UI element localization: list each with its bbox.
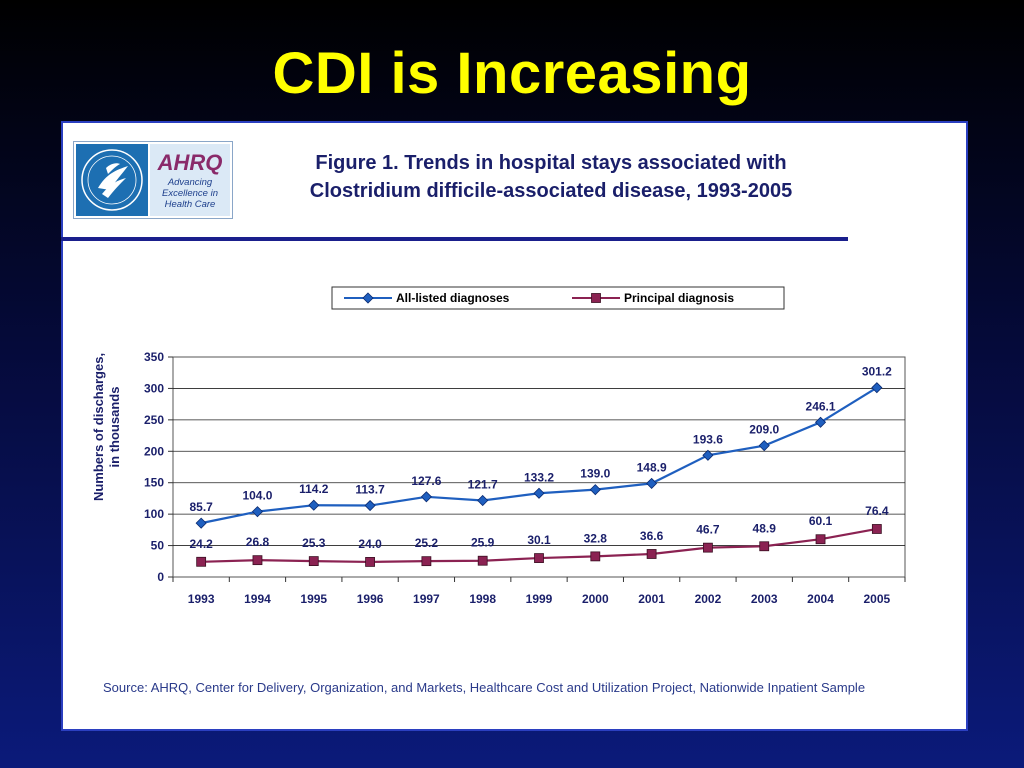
x-tick-label: 1997 <box>413 592 440 606</box>
ahrq-logo: AHRQ Advancing Excellence in Health Care <box>73 141 233 219</box>
data-label: 48.9 <box>753 521 777 535</box>
x-tick-label: 1996 <box>357 592 384 606</box>
data-point <box>702 449 714 461</box>
x-tick-label: 1999 <box>526 592 553 606</box>
data-label: 25.2 <box>415 536 439 550</box>
data-point <box>534 553 544 563</box>
figure-title-line1: Figure 1. Trends in hospital stays assoc… <box>315 152 787 174</box>
figure-panel: AHRQ Advancing Excellence in Health Care… <box>61 121 968 731</box>
data-label: 25.9 <box>471 536 495 550</box>
data-label: 60.1 <box>809 514 833 528</box>
y-axis-label: Numbers of discharges, <box>91 353 106 501</box>
data-label: 114.2 <box>299 482 329 496</box>
data-label: 76.4 <box>865 504 889 518</box>
source-note: Source: AHRQ, Center for Delivery, Organ… <box>103 680 866 695</box>
data-point <box>759 541 770 552</box>
data-point <box>308 556 319 566</box>
x-tick-label: 2004 <box>807 592 834 606</box>
hhs-seal-icon <box>76 144 148 216</box>
y-tick-label: 300 <box>144 381 164 395</box>
data-point <box>646 549 657 559</box>
data-point <box>195 517 207 529</box>
data-point <box>589 484 601 496</box>
data-point <box>703 542 713 553</box>
data-label: 301.2 <box>862 365 892 379</box>
figure-title-line2: Clostridium difficile-associated disease… <box>309 180 793 202</box>
x-tick-label: 2002 <box>695 592 722 606</box>
y-tick-label: 0 <box>157 570 164 584</box>
line-chart: 0 50 100 150 200 250 300 350 1993 1994 1995 1996 199… <box>91 286 906 606</box>
data-label: 24.0 <box>358 537 382 551</box>
x-tick-label: 2000 <box>582 592 609 606</box>
data-label: 193.6 <box>693 432 723 446</box>
data-label: 148.9 <box>637 460 667 474</box>
data-point <box>477 555 488 566</box>
data-point <box>308 499 320 511</box>
data-point <box>758 440 770 452</box>
data-label: 246.1 <box>806 399 836 413</box>
data-label: 32.8 <box>584 531 608 545</box>
y-tick-label: 250 <box>144 413 164 427</box>
y-tick-label: 350 <box>144 350 164 364</box>
ahrq-wordmark: AHRQ Advancing Excellence in Health Care <box>150 144 230 216</box>
data-point <box>871 524 882 534</box>
legend-label: Principal diagnosis <box>624 291 734 305</box>
data-label: 104.0 <box>242 489 272 503</box>
x-tick-label: 1998 <box>469 592 496 606</box>
data-label: 113.7 <box>355 483 385 497</box>
x-tick-label: 2005 <box>863 592 890 606</box>
data-label: 36.6 <box>640 529 664 543</box>
data-point <box>477 494 489 507</box>
data-point <box>646 477 658 489</box>
data-point <box>420 491 432 503</box>
data-label: 85.7 <box>189 500 213 514</box>
legend-marker <box>362 292 374 304</box>
legend-label: All-listed diagnoses <box>396 291 510 305</box>
data-point <box>871 382 883 394</box>
data-point <box>814 416 827 428</box>
plot-frame <box>172 356 906 578</box>
data-label: 24.2 <box>189 537 213 551</box>
y-tick-label: 100 <box>144 507 164 521</box>
figure-title: Figure 1. Trends in hospital stays assoc… <box>251 149 851 205</box>
x-tick-label: 1993 <box>188 592 215 606</box>
x-tick-label: 2001 <box>638 592 665 606</box>
x-tick-label: 1994 <box>244 592 271 606</box>
data-label: 25.3 <box>302 536 326 550</box>
legend-marker <box>591 293 601 303</box>
y-tick-label: 50 <box>151 539 165 553</box>
data-point <box>196 556 207 567</box>
series-line <box>200 386 878 525</box>
legend-box <box>331 286 785 310</box>
data-point <box>590 551 601 562</box>
ahrq-brand-text: AHRQ <box>157 150 223 175</box>
data-point <box>815 534 826 545</box>
data-point <box>252 555 263 566</box>
data-label: 121.7 <box>468 478 498 492</box>
data-label: 30.1 <box>527 533 551 547</box>
data-label: 139.0 <box>580 467 610 481</box>
data-point <box>364 499 376 512</box>
data-point <box>533 487 545 499</box>
data-point <box>421 556 432 567</box>
data-label: 26.8 <box>246 535 270 549</box>
y-axis-label: in thousands <box>107 387 122 468</box>
slide-title: CDI is Increasing <box>272 41 752 106</box>
data-label: 133.2 <box>524 470 554 484</box>
data-point <box>251 506 264 518</box>
y-tick-label: 150 <box>144 476 164 490</box>
data-point <box>365 557 375 567</box>
data-label: 209.0 <box>749 423 779 437</box>
ahrq-tagline: Advancing Excellence in Health Care <box>162 177 218 210</box>
x-tick-label: 2003 <box>751 592 778 606</box>
y-tick-label: 200 <box>144 444 164 458</box>
x-tick-label: 1995 <box>300 592 327 606</box>
title-divider <box>61 237 848 241</box>
data-label: 127.6 <box>411 474 441 488</box>
data-label: 46.7 <box>696 523 720 537</box>
